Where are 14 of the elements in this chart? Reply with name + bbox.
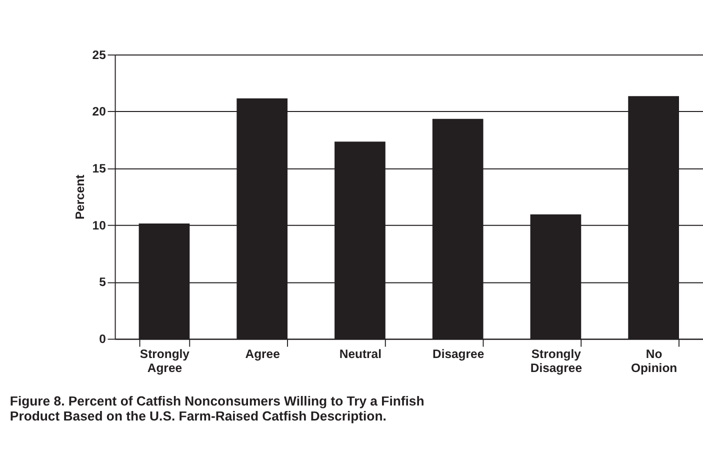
y-tick-label: 0 <box>99 332 106 346</box>
x-tick-label: Neutral <box>339 347 382 362</box>
x-tick-label: Strongly Agree <box>140 347 190 376</box>
y-tick-label: 15 <box>92 161 106 176</box>
y-tick-label: 5 <box>99 275 106 290</box>
x-tick-label: Disagree <box>432 347 484 362</box>
y-axis-title: Percent <box>72 174 87 220</box>
x-tick-label: No Opinion <box>630 347 678 376</box>
y-tick-label: 25 <box>92 48 106 62</box>
y-tick-label: 10 <box>92 218 106 232</box>
caption: Figure 8. Percent of Catfish Nonconsumers Willing to Try a Finfish Product Based on the U.S. Farm-Raised Catfish Description. <box>10 394 424 424</box>
y-tick-label: 20 <box>92 104 106 119</box>
x-tick-label: Strongly Disagree <box>530 347 582 376</box>
x-tick-label: Agree <box>245 347 280 362</box>
